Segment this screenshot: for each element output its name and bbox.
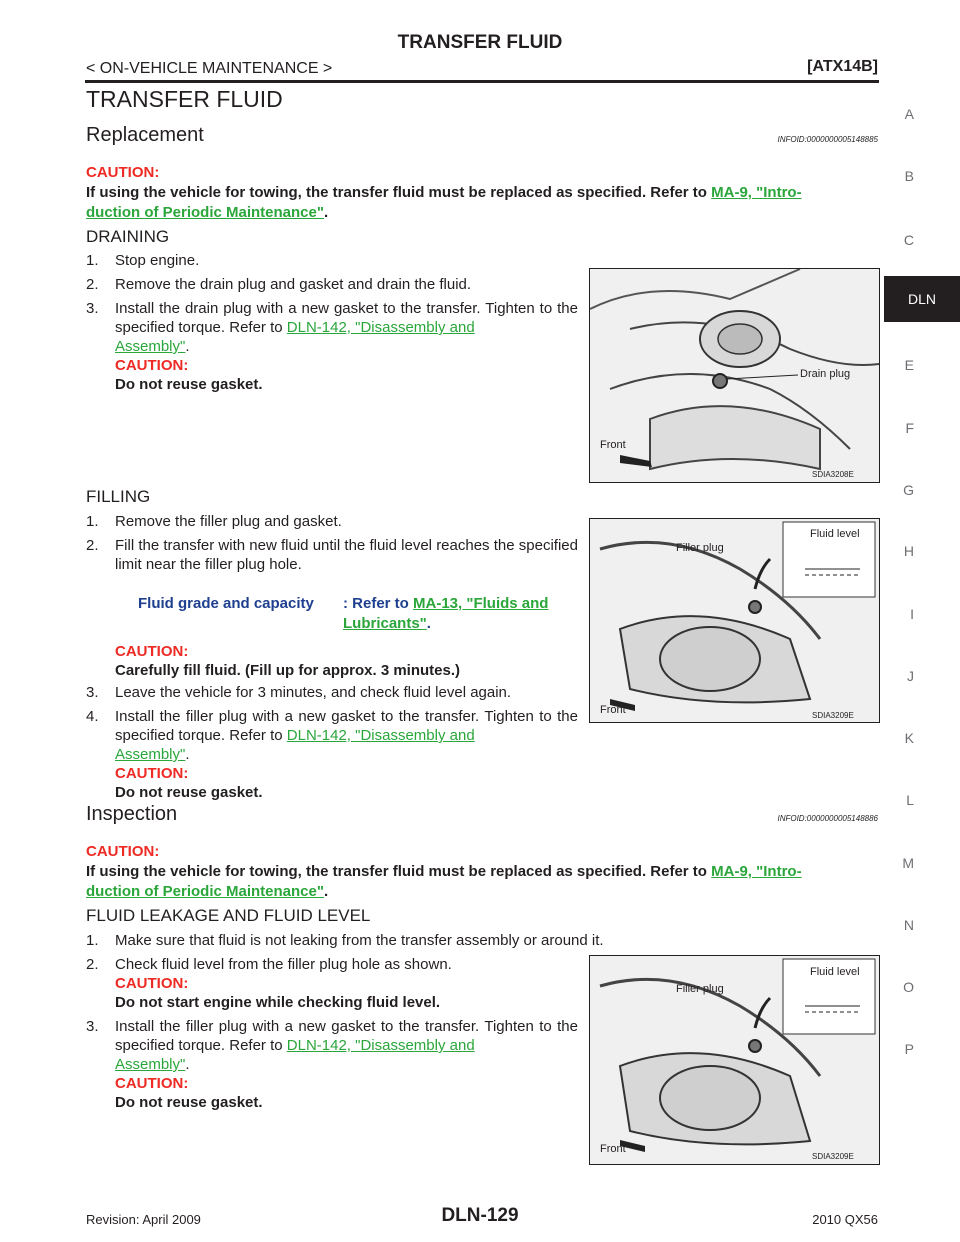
side-tab-n[interactable]: N <box>903 917 914 933</box>
fluid-spec-table: Fluid grade and capacity : Refer to MA-1… <box>138 595 549 632</box>
leakage-step-1: 1. Make sure that fluid is not leaking fr… <box>86 931 876 950</box>
header-rule <box>85 80 879 83</box>
figure-code: SDIA3209E <box>812 1152 854 1161</box>
disassembly-link[interactable]: DLN-142, "Disassembly and <box>286 1037 475 1054</box>
filling-steps: 1. Remove the filler plug and gasket. 2. F… <box>86 512 578 574</box>
replacement-caution: CAUTION: If using the vehicle for towing… <box>86 163 879 223</box>
periodic-maintenance-link[interactable]: MA-9, "Intro- <box>711 184 802 201</box>
list-item: 2. Fill the transfer with new fluid until… <box>86 537 578 573</box>
side-tab-j[interactable]: J <box>907 668 914 684</box>
draining-steps: 1. Stop engine. 2. Remove the drain plug a… <box>86 251 578 394</box>
list-item: 4. Install the filler plug with a new ga… <box>86 708 578 801</box>
disassembly-link-cont[interactable]: Assembly" <box>115 1056 186 1073</box>
filler-plug-illustration <box>590 519 879 722</box>
fluids-lubricants-link[interactable]: MA-13, "Fluids and <box>413 595 549 612</box>
side-tab-h[interactable]: H <box>903 543 914 559</box>
list-item: 3. Install the drain plug with a new gas… <box>86 300 578 393</box>
filling-caution: CAUTION: Carefully fill fluid. (Fill up … <box>115 643 461 679</box>
side-tab-m[interactable]: M <box>902 855 914 871</box>
fluids-lubricants-link-cont[interactable]: Lubricants" <box>343 615 427 632</box>
front-label: Front <box>600 1143 626 1155</box>
drain-plug-label: Drain plug <box>800 368 851 380</box>
drain-plug-illustration <box>590 269 879 482</box>
caution-text: If using the vehicle for towing, the tra… <box>86 184 707 201</box>
leakage-steps: 2. Check fluid level from the filler plu… <box>86 955 578 1112</box>
disassembly-link-cont[interactable]: Assembly" <box>115 746 186 763</box>
periodic-maintenance-link-cont[interactable]: duction of Periodic Maintenance" <box>86 204 324 221</box>
side-tab-l[interactable]: L <box>906 792 914 808</box>
inspection-heading: Inspection <box>86 803 178 825</box>
list-item: 3. Install the filler plug with a new ga… <box>86 1018 578 1111</box>
list-item: 1. Stop engine. <box>86 252 200 269</box>
draining-heading: DRAINING <box>86 227 170 246</box>
spec-label: Fluid grade and capacity <box>138 595 314 612</box>
disassembly-link[interactable]: DLN-142, "Disassembly and <box>286 319 475 336</box>
fluid-level-label: Fluid level <box>810 966 860 978</box>
fluid-level-figure: Filler plug Fluid level Front SDIA3209E <box>589 955 880 1165</box>
periodic-maintenance-link[interactable]: MA-9, "Intro- <box>711 863 802 880</box>
side-tab-dln-active[interactable]: DLN <box>884 276 960 322</box>
side-tab-o[interactable]: O <box>903 979 914 995</box>
fluid-level-illustration <box>590 956 879 1164</box>
page-header-title: TRANSFER FLUID <box>397 32 563 53</box>
fluid-level-label: Fluid level <box>810 528 860 540</box>
filling-heading: FILLING <box>86 487 151 506</box>
filling-steps-cont: 3. Leave the vehicle for 3 minutes, and c… <box>86 683 578 802</box>
caution-label: CAUTION: <box>86 164 160 181</box>
revision-date: Revision: April 2009 <box>86 1212 201 1227</box>
list-item: 3. Leave the vehicle for 3 minutes, and c… <box>86 684 512 701</box>
list-item: 2. Remove the drain plug and gasket and d… <box>86 276 472 293</box>
list-item: 1. Remove the filler plug and gasket. <box>86 513 342 530</box>
side-tab-c[interactable]: C <box>903 232 914 248</box>
side-tab-k[interactable]: K <box>904 730 914 746</box>
disassembly-link[interactable]: DLN-142, "Disassembly and <box>286 727 475 744</box>
side-tab-b[interactable]: B <box>904 168 914 184</box>
model-code: [ATX14B] <box>807 58 878 75</box>
side-tab-i[interactable]: I <box>910 606 914 622</box>
section-title: TRANSFER FLUID <box>86 86 283 112</box>
side-tab-g[interactable]: G <box>903 482 914 498</box>
list-item: 1. Make sure that fluid is not leaking fr… <box>86 932 604 949</box>
side-tab-a[interactable]: A <box>904 106 914 122</box>
list-item: 2. Check fluid level from the filler plu… <box>86 956 452 1011</box>
figure-code: SDIA3209E <box>812 711 854 720</box>
inspection-infoid: INFOID:0000000005148886 <box>777 814 878 823</box>
side-tab-p[interactable]: P <box>904 1041 914 1057</box>
figure-code: SDIA3208E <box>812 470 854 479</box>
breadcrumb: < ON-VEHICLE MAINTENANCE > <box>86 60 333 77</box>
drain-plug-figure: Drain plug Front SDIA3208E <box>589 268 880 483</box>
side-tab-f[interactable]: F <box>905 420 914 436</box>
filler-plug-label: Filler plug <box>676 983 724 995</box>
replacement-heading: Replacement <box>86 124 204 146</box>
side-tab-e[interactable]: E <box>904 357 914 373</box>
vehicle-model: 2010 QX56 <box>812 1212 878 1227</box>
fluid-leakage-heading: FLUID LEAKAGE AND FLUID LEVEL <box>86 906 371 925</box>
front-label: Front <box>600 704 626 716</box>
filler-plug-label: Filler plug <box>676 542 724 554</box>
disassembly-link-cont[interactable]: Assembly" <box>115 338 186 355</box>
filler-plug-figure: Filler plug Fluid level Front SDIA3209E <box>589 518 880 723</box>
periodic-maintenance-link-cont[interactable]: duction of Periodic Maintenance" <box>86 883 324 900</box>
front-label: Front <box>600 439 626 451</box>
page-number: DLN-129 <box>441 1205 519 1226</box>
replacement-infoid: INFOID:0000000005148885 <box>777 135 878 144</box>
inspection-caution: CAUTION: If using the vehicle for towing… <box>86 843 802 900</box>
